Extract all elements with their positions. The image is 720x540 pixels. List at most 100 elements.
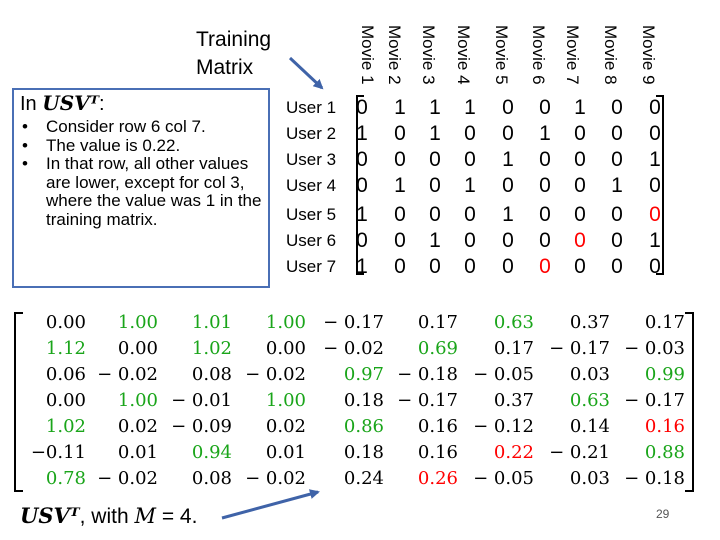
result-cell: 0.18 xyxy=(343,442,384,463)
result-bracket-right-bottom xyxy=(685,490,694,492)
training-cell: 0 xyxy=(394,229,406,252)
result-cell: 0.16 xyxy=(417,442,458,463)
movie-header: Movie 8 xyxy=(601,25,620,85)
training-cell: 0 xyxy=(574,122,586,145)
result-cell: 0.17 xyxy=(644,312,685,333)
caption-var: M xyxy=(134,504,156,528)
training-bracket-right xyxy=(662,95,664,275)
training-cell: 0 xyxy=(464,255,476,278)
training-cell: 1 xyxy=(611,174,623,197)
result-cell: − 0.17 xyxy=(323,312,384,333)
training-cell: 0 xyxy=(394,122,406,145)
result-cell: 0.22 xyxy=(493,442,534,463)
title-line-1: Training xyxy=(196,28,272,51)
user-label: User 7 xyxy=(286,257,337,276)
training-cell: 1 xyxy=(539,122,551,145)
movie-header: Movie 3 xyxy=(419,25,438,85)
result-cell: 0.01 xyxy=(117,442,158,463)
training-cell: 0 xyxy=(539,96,551,119)
page-number: 29 xyxy=(656,507,670,521)
training-cell: 1 xyxy=(502,148,514,171)
training-cell: 1 xyxy=(464,174,476,197)
title-line-2: Matrix xyxy=(196,56,254,79)
result-cell: 0.37 xyxy=(493,390,534,411)
user-label: User 5 xyxy=(286,205,337,224)
training-cell: 0 xyxy=(502,96,514,119)
result-cell: − 0.05 xyxy=(473,468,534,489)
result-cell: 0.94 xyxy=(191,442,232,463)
result-cell: 0.37 xyxy=(569,312,610,333)
training-cell: 0 xyxy=(574,174,586,197)
result-cell: − 0.05 xyxy=(473,364,534,385)
training-cell: 0 xyxy=(539,148,551,171)
training-cell: 0 xyxy=(502,174,514,197)
result-cell: 0.78 xyxy=(45,468,86,489)
result-cell: − 0.02 xyxy=(97,468,158,489)
result-cell: 0.08 xyxy=(191,468,232,489)
note-bullet: The value is 0.22. xyxy=(22,136,267,156)
note-box xyxy=(12,88,270,288)
user-label: User 3 xyxy=(286,150,337,169)
movie-header: Movie 5 xyxy=(492,25,511,85)
training-cell: 0 xyxy=(464,229,476,252)
training-cell: 0 xyxy=(574,229,586,252)
result-cell: 0.86 xyxy=(343,416,384,437)
result-cell: 0.00 xyxy=(117,338,158,359)
training-cell: 0 xyxy=(649,203,661,226)
training-cell: 1 xyxy=(649,229,661,252)
training-cell: 0 xyxy=(394,203,406,226)
training-cell: 0 xyxy=(502,255,514,278)
movie-header: Movie 2 xyxy=(385,25,404,85)
result-cell: 0.02 xyxy=(117,416,158,437)
result-cell: 0.16 xyxy=(417,416,458,437)
training-cell: 0 xyxy=(464,122,476,145)
training-cell: 0 xyxy=(649,174,661,197)
result-bracket-left-top xyxy=(14,312,23,314)
training-cell: 0 xyxy=(649,255,661,278)
training-cell: 0 xyxy=(539,203,551,226)
result-cell: 1.00 xyxy=(117,312,158,333)
training-cell: 0 xyxy=(502,229,514,252)
training-cell: 0 xyxy=(611,229,623,252)
training-cell: 1 xyxy=(394,96,406,119)
training-cell: 1 xyxy=(429,229,441,252)
result-cell: 1.00 xyxy=(117,390,158,411)
training-cell: 0 xyxy=(429,148,441,171)
result-cell: 1.00 xyxy=(265,390,306,411)
training-cell: 0 xyxy=(539,229,551,252)
training-cell: 0 xyxy=(539,174,551,197)
result-cell: − 0.01 xyxy=(171,390,232,411)
user-label: User 2 xyxy=(286,124,337,143)
training-cell: 0 xyxy=(539,255,551,278)
training-cell: 0 xyxy=(429,255,441,278)
training-cell: 0 xyxy=(611,203,623,226)
training-bracket-left-bottom xyxy=(356,273,364,275)
title-arrow-icon xyxy=(288,56,324,90)
result-cell: 0.01 xyxy=(265,442,306,463)
movie-header: Movie 6 xyxy=(529,25,548,85)
result-cell: 0.17 xyxy=(417,312,458,333)
result-cell: 1.00 xyxy=(265,312,306,333)
result-bracket-left xyxy=(14,312,16,492)
result-cell: − 0.17 xyxy=(549,338,610,359)
result-cell: 1.02 xyxy=(45,416,86,437)
result-cell: 0.63 xyxy=(569,390,610,411)
result-cell: − 0.02 xyxy=(245,364,306,385)
training-bracket-right-top xyxy=(656,95,664,97)
training-cell: 0 xyxy=(394,148,406,171)
movie-header: Movie 1 xyxy=(358,25,377,85)
training-cell: 0 xyxy=(502,122,514,145)
result-bracket-left-bottom xyxy=(14,490,23,492)
training-cell: 0 xyxy=(464,148,476,171)
training-cell: 0 xyxy=(649,122,661,145)
result-cell: 0.88 xyxy=(644,442,685,463)
result-cell: − 0.21 xyxy=(549,442,610,463)
training-cell: 0 xyxy=(356,229,368,252)
training-cell: 0 xyxy=(356,96,368,119)
result-cell: 0.03 xyxy=(569,468,610,489)
result-cell: 0.08 xyxy=(191,364,232,385)
note-math: USVᵀ xyxy=(42,91,100,115)
movie-header: Movie 7 xyxy=(563,25,582,85)
result-cell: 0.99 xyxy=(644,364,685,385)
